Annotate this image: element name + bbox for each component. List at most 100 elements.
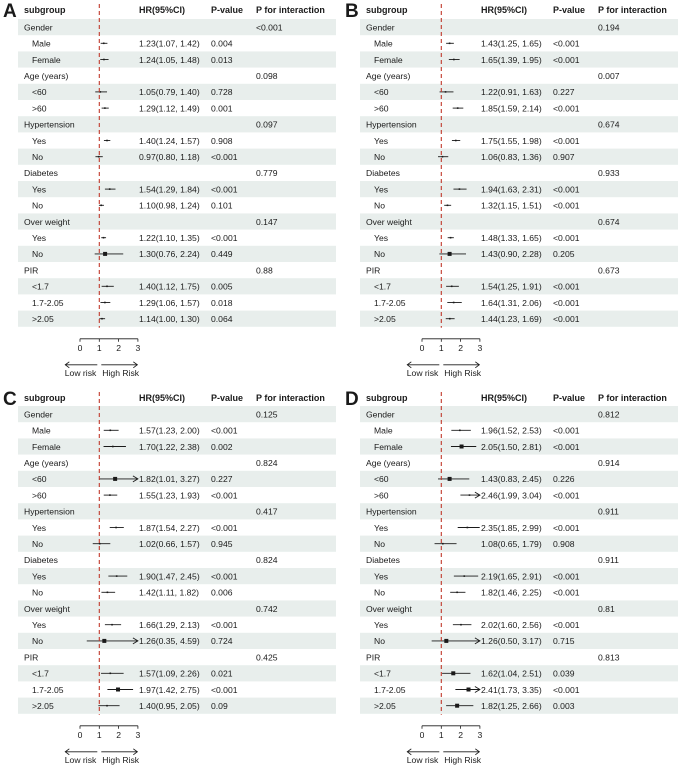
low-risk-label: Low risk — [407, 368, 439, 378]
hr-ci-value: 1.29(1.06, 1.57) — [139, 298, 200, 308]
high-risk-arrowhead — [475, 361, 481, 369]
p-value: <0.001 — [553, 314, 580, 324]
ci-arrow — [474, 491, 481, 499]
hr-ci-value: 1.87(1.54, 2.27) — [139, 523, 200, 533]
p-value: 0.004 — [211, 39, 233, 49]
p-value: <0.001 — [553, 201, 580, 211]
hr-ci-value: 1.40(1.12, 1.75) — [139, 282, 200, 292]
hr-point — [451, 671, 456, 676]
column-header: P-value — [211, 5, 243, 15]
p-value: <0.001 — [211, 685, 238, 695]
row-stripe — [360, 213, 678, 230]
hr-ci-value: 1.66(1.29, 2.13) — [139, 620, 200, 630]
p-value: 0.039 — [553, 669, 575, 679]
p-value: 0.101 — [211, 201, 233, 211]
hr-point — [102, 236, 105, 239]
column-header: P-value — [553, 393, 585, 403]
hr-point — [102, 638, 107, 643]
hr-point — [442, 542, 444, 545]
hr-ci-value: 1.26(0.50, 3.17) — [481, 636, 542, 646]
subgroup-label: <60 — [374, 474, 389, 484]
hr-ci-value: 1.06(0.83, 1.36) — [481, 152, 542, 162]
row-stripe — [18, 665, 336, 682]
hr-ci-value: 2.35(1.85, 2.99) — [481, 523, 542, 533]
row-stripe — [18, 632, 336, 649]
p-value: <0.001 — [553, 685, 580, 695]
p-value: 0.013 — [211, 55, 233, 65]
hr-ci-value: 1.23(1.07, 1.42) — [139, 39, 200, 49]
subgroup-label: <1.7 — [374, 669, 391, 679]
row-stripe — [18, 245, 336, 262]
hr-point — [448, 42, 451, 45]
subgroup-label: Yes — [32, 523, 46, 533]
low-risk-arrowhead — [64, 748, 70, 756]
row-stripe — [360, 503, 678, 520]
subgroup-label: No — [32, 201, 43, 211]
high-risk-arrowhead — [133, 361, 139, 369]
hr-ci-value: 1.96(1.52, 2.53) — [481, 426, 542, 436]
subgroup-label: No — [374, 588, 385, 598]
subgroup-header: Over weight — [24, 217, 70, 227]
x-tick-label: 1 — [97, 343, 102, 353]
hr-point — [97, 155, 100, 158]
panel-label: C — [3, 389, 17, 410]
hr-ci-value: 1.26(0.35, 4.59) — [139, 636, 200, 646]
p-value: 0.908 — [553, 539, 575, 549]
subgroup-header: Age (years) — [366, 71, 411, 81]
p-interaction: 0.674 — [598, 120, 620, 130]
high-risk-label: High Risk — [102, 368, 139, 378]
subgroup-header: Over weight — [366, 604, 412, 614]
subgroup-label: Yes — [374, 184, 388, 194]
subgroup-label: >60 — [374, 103, 389, 113]
row-stripe — [18, 19, 336, 36]
row-stripe — [18, 438, 336, 455]
p-value: <0.001 — [553, 136, 580, 146]
hr-ci-value: 1.48(1.33, 1.65) — [481, 233, 542, 243]
p-value: <0.001 — [553, 282, 580, 292]
p-interaction: 0.425 — [256, 652, 278, 662]
row-stripe — [18, 51, 336, 68]
subgroup-label: Male — [374, 426, 393, 436]
row-stripe — [360, 470, 678, 487]
low-risk-label: Low risk — [407, 755, 439, 765]
p-interaction: 0.125 — [256, 409, 278, 419]
hr-point — [108, 188, 111, 190]
subgroup-label: No — [374, 249, 385, 259]
hr-ci-value: 1.57(1.23, 2.00) — [139, 426, 200, 436]
row-stripe — [18, 503, 336, 520]
subgroup-label: 1.7-2.05 — [32, 298, 64, 308]
subgroup-label: No — [32, 636, 43, 646]
p-value: <0.001 — [553, 184, 580, 194]
subgroup-label: No — [374, 539, 385, 549]
row-stripe — [18, 470, 336, 487]
subgroup-header: Hypertension — [366, 507, 417, 517]
subgroup-label: <1.7 — [32, 669, 49, 679]
hr-point — [459, 429, 461, 432]
hr-ci-value: 1.32(1.15, 1.51) — [481, 201, 542, 211]
subgroup-header: Age (years) — [24, 71, 69, 81]
p-value: 0.064 — [211, 314, 233, 324]
hr-point — [112, 445, 114, 448]
row-stripe — [18, 600, 336, 617]
hr-point — [106, 591, 109, 594]
p-value: <0.001 — [211, 620, 238, 630]
subgroup-header: Over weight — [24, 604, 70, 614]
hr-ci-value: 1.14(1.00, 1.30) — [139, 314, 200, 324]
column-header: HR(95%CI) — [139, 393, 185, 403]
p-value: <0.001 — [211, 426, 238, 436]
hr-point — [102, 42, 105, 45]
hr-ci-value: 2.05(1.50, 2.81) — [481, 442, 542, 452]
hr-point — [456, 591, 458, 594]
x-tick-label: 0 — [78, 343, 83, 353]
hr-point — [452, 301, 455, 304]
subgroup-label: <60 — [374, 87, 389, 97]
column-header: P for interaction — [598, 393, 667, 403]
hr-point — [103, 58, 105, 61]
p-interaction: 0.007 — [598, 71, 620, 81]
hr-ci-value: 1.30(0.76, 2.24) — [139, 249, 200, 259]
p-interaction: 0.098 — [256, 71, 278, 81]
